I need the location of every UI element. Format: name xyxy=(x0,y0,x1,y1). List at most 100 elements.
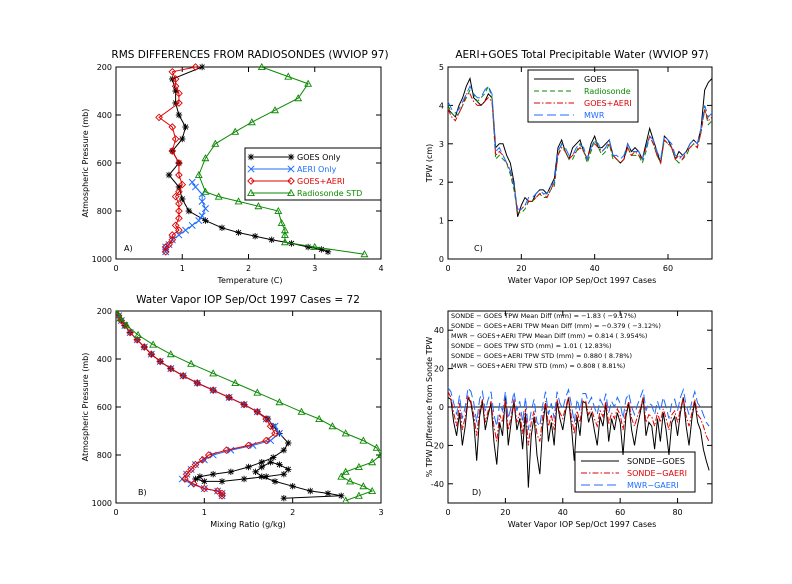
panel-d-legend-label: SONDE−GOES xyxy=(627,457,685,466)
panel-b-xtick-label: 3 xyxy=(378,508,383,517)
panel-a-point xyxy=(218,224,226,231)
panel-c-ytick-label: 5 xyxy=(439,63,444,72)
panel-a-point xyxy=(168,123,177,131)
panel-a-point xyxy=(182,123,189,131)
panel-a-legend-label: GOES+AERI xyxy=(297,177,345,186)
panel-a-point xyxy=(195,217,203,225)
panel-b-point xyxy=(359,482,368,490)
panel-b-point xyxy=(222,446,231,455)
panel-b-point xyxy=(192,475,199,483)
panel-b-point xyxy=(266,422,275,431)
panel-b-point xyxy=(270,454,277,461)
panel-a-point xyxy=(165,171,173,179)
panel-b-series-line xyxy=(116,311,276,496)
panel-a-point xyxy=(171,75,180,83)
panel-b-point xyxy=(140,343,149,351)
panel-d-series-line xyxy=(447,386,710,431)
panel-a-point xyxy=(304,79,313,87)
panel-b-ylabel: Atmospheric Pressure (mb) xyxy=(81,353,90,462)
panel-b-point xyxy=(218,478,226,485)
panel-a-point xyxy=(179,195,186,203)
panel-a-legend-marker xyxy=(287,177,295,185)
panel-c-series-line xyxy=(447,93,713,215)
panel-a-point xyxy=(280,230,289,239)
panel-b-label: B) xyxy=(138,488,147,497)
panel-d-ytick-label: 20 xyxy=(434,365,444,374)
panel-a: GOES Only AERI Only GOES+AERI Radiosonde ST… xyxy=(244,147,382,201)
panel-a-legend-label: Radiosonde STD xyxy=(297,189,362,198)
panel-b-point xyxy=(218,491,226,500)
panel-c-xtick-label: 40 xyxy=(590,264,600,273)
panel-b-xtick-label: 0 xyxy=(113,508,118,517)
panel-d-ytick-label: 40 xyxy=(434,326,444,335)
panel-d-xlabel: Water Vapor IOP Sep/Oct 1997 Cases xyxy=(508,520,657,529)
panel-a-point xyxy=(171,135,180,143)
panel-a-point xyxy=(251,233,259,240)
panel-b-point xyxy=(359,436,368,444)
panel-b-point xyxy=(209,471,217,478)
panel-b-point xyxy=(276,461,283,468)
panel-d-annotation: SONDE − GOES+AERI TPW STD (mm) = 0.880 (… xyxy=(451,352,632,360)
panel-a-point xyxy=(171,82,180,91)
panel-a-point xyxy=(360,250,369,258)
panel-b-point xyxy=(346,477,355,485)
panel-b-title: Water Vapor IOP Sep/Oct 1997 Cases = 72 xyxy=(136,294,360,306)
panel-b-point xyxy=(285,466,292,473)
panel-a-point xyxy=(175,214,183,223)
panel-a-point xyxy=(179,135,186,143)
panel-c-xtick-label: 60 xyxy=(663,264,673,273)
panel-a-point xyxy=(161,247,170,256)
panel-a-point xyxy=(191,183,200,191)
panel-c-xtick-label: 0 xyxy=(445,264,450,273)
panel-a-label: A) xyxy=(124,244,133,253)
panel-b-point xyxy=(280,447,288,454)
panel-b-point xyxy=(258,463,265,471)
panel-d-annotation: SONDE − GOES+AERI TPW Mean Diff (mm) = −… xyxy=(451,322,661,330)
panel-b-point xyxy=(307,487,314,495)
panel-d-xtick-label: 80 xyxy=(672,508,682,517)
panel-b-xlabel: Mixing Ratio (g/kg) xyxy=(210,520,286,529)
panel-b-plot: 0 1 2 3 200 400 600 800 1000 xyxy=(92,307,384,517)
panel-a-point xyxy=(175,99,183,107)
panel-b-point xyxy=(264,415,272,423)
panel-b-point xyxy=(133,335,142,344)
panel-b-ytick-label: 400 xyxy=(97,355,112,364)
panel-c-ytick-label: 1 xyxy=(439,217,444,226)
panel-b-point xyxy=(267,459,274,466)
panel-a-legend-label: GOES Only xyxy=(297,153,341,162)
panel-a-point xyxy=(175,171,183,179)
panel-c-plot: 0 20 40 60 0 1 2 3 4 5 xyxy=(439,63,713,273)
panel-d-series-line xyxy=(447,391,710,446)
panel-b-point xyxy=(337,472,346,480)
panel-c-xlabel: Water Vapor IOP Sep/Oct 1997 Cases xyxy=(508,276,657,285)
panel-b-point xyxy=(187,359,196,367)
panel-a-point xyxy=(194,170,203,179)
panel-d: SONDE−GOES SONDE−GAERI MWR−GAERI xyxy=(574,451,696,493)
panel-b-point xyxy=(338,492,345,499)
panel-a-point xyxy=(280,238,289,246)
panel-a-series xyxy=(155,63,200,256)
panel-b-point xyxy=(227,468,235,475)
panel-a-point xyxy=(231,127,240,135)
panel-c-ytick-label: 0 xyxy=(439,255,444,264)
panel-a-point xyxy=(268,236,275,243)
panel-d-annotation: MWR − GOES+AERI TPW STD (mm) = 0.808 ( 8… xyxy=(451,362,625,370)
panel-c-legend-label: GOES xyxy=(584,75,607,84)
panel-a-ytick-label: 400 xyxy=(97,111,112,120)
panel-a-point xyxy=(304,243,312,251)
panel-b-point xyxy=(368,486,377,495)
panel-b-point xyxy=(354,491,363,499)
panel-b-point xyxy=(198,455,207,464)
panel-b-point xyxy=(166,364,175,373)
panel-c-ytick-label: 2 xyxy=(439,178,444,187)
panel-a-xtick-label: 1 xyxy=(180,264,185,273)
panel-a-point xyxy=(188,178,196,186)
panel-b-point xyxy=(227,446,235,454)
panel-d-plot: 0 20 40 60 80 -40 -20 0 20 40 xyxy=(431,310,713,517)
panel-b-point xyxy=(324,490,332,497)
panel-b-point xyxy=(209,369,218,377)
panel-a-point xyxy=(277,218,286,227)
panel-a-ytick-label: 200 xyxy=(97,63,112,72)
panel-b-point xyxy=(225,393,233,402)
panel-a-legend-marker xyxy=(247,188,255,197)
